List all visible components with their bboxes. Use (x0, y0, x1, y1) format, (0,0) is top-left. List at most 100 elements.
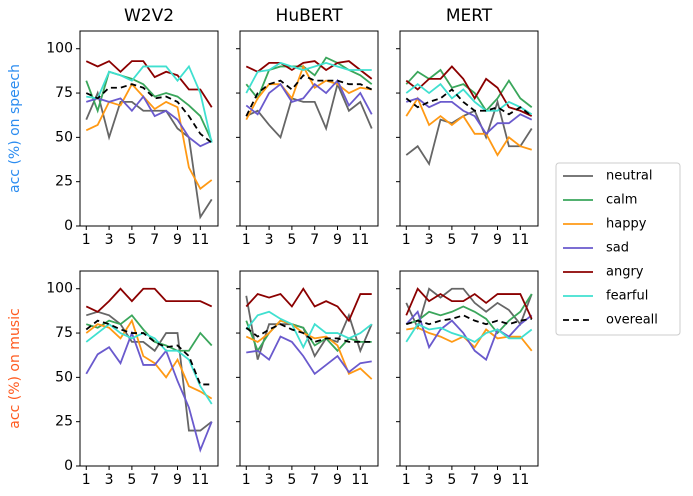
subplot: acc (%) on music 0 25 50 75 100 1 3 5 7 9 11 (7, 270, 219, 488)
line-series (405, 98, 533, 167)
x-tick-label: 7 (310, 472, 319, 488)
x-tick-label: 5 (447, 232, 456, 248)
y-tick-label: 50 (55, 369, 73, 385)
line-series (406, 293, 533, 335)
line-series (245, 287, 372, 323)
x-tick-label: 1 (402, 472, 411, 488)
x-tick-label: 5 (447, 472, 456, 488)
line-series (245, 60, 373, 80)
line-series (85, 287, 213, 313)
subplot: 1 3 5 7 9 11 (236, 270, 379, 488)
y-tick-label: 25 (55, 414, 73, 430)
line-series (85, 318, 213, 400)
y-tick-label: 0 (64, 458, 73, 474)
x-tick-label: 9 (333, 232, 342, 248)
legend-label: happy (606, 217, 647, 232)
x-tick-label: 3 (265, 472, 274, 488)
x-tick-label: 11 (191, 472, 209, 488)
subplot-title: W2V2 (124, 6, 174, 26)
x-tick-label: 9 (493, 232, 502, 248)
legend-label: angry (606, 265, 644, 280)
plot-frame (399, 30, 539, 227)
legend-label: fearful (606, 289, 648, 304)
x-tick-label: 1 (82, 472, 91, 488)
line-series (245, 74, 373, 117)
x-tick-label: 11 (511, 472, 529, 488)
x-tick-label: 9 (173, 472, 182, 488)
plot-frame (79, 270, 219, 467)
plot-frame (79, 30, 219, 227)
line-series (86, 64, 213, 143)
line-series (406, 314, 532, 326)
x-tick-label: 3 (105, 232, 114, 248)
legend-label: overeall (606, 313, 658, 328)
line-series (85, 330, 213, 453)
y-tick-label: 75 (55, 325, 73, 341)
plot-frame (239, 30, 379, 227)
subplot-title: MERT (446, 6, 493, 26)
x-tick-label: 3 (425, 232, 434, 248)
x-tick-label: 9 (173, 232, 182, 248)
line-series (405, 88, 533, 117)
x-tick-label: 11 (351, 472, 369, 488)
x-tick-label: 7 (470, 232, 479, 248)
line-series (405, 65, 533, 117)
x-tick-label: 5 (127, 232, 136, 248)
x-tick-label: 5 (287, 232, 296, 248)
subplot: HuBERT 1 3 5 7 9 11 (236, 6, 379, 248)
line-series (405, 82, 533, 116)
line-series (85, 60, 213, 108)
subplot: 1 3 5 7 9 11 (396, 270, 539, 488)
line-series (405, 287, 533, 320)
legend-label: sad (606, 241, 629, 256)
plot-frame (239, 270, 379, 467)
x-tick-label: 5 (287, 472, 296, 488)
x-tick-label: 3 (265, 232, 274, 248)
line-series (245, 310, 373, 350)
y-axis-label: acc (%) on music (7, 308, 23, 428)
subplot: W2V2 acc (%) on speech 0 25 50 75 100 1 3 5 7 9 11 (7, 6, 219, 248)
x-tick-label: 3 (425, 472, 434, 488)
legend-label: neutral (606, 169, 653, 184)
legend-box (555, 162, 681, 336)
y-tick-label: 100 (46, 41, 73, 57)
line-series (405, 96, 532, 157)
x-tick-label: 11 (191, 232, 209, 248)
line-series (85, 83, 213, 144)
legend: neutral calm happy sad angry fearful overeall (555, 162, 681, 336)
x-tick-label: 5 (127, 472, 136, 488)
line-series (405, 310, 533, 362)
line-series (245, 81, 373, 140)
x-tick-label: 11 (351, 232, 369, 248)
x-tick-label: 7 (470, 472, 479, 488)
y-tick-label: 100 (46, 281, 73, 297)
x-tick-label: 7 (150, 232, 159, 248)
line-series (405, 323, 533, 343)
x-tick-label: 7 (310, 232, 319, 248)
y-axis-label: acc (%) on speech (7, 64, 23, 193)
line-series (85, 323, 213, 405)
line-series (85, 90, 213, 220)
line-series (85, 319, 212, 386)
x-tick-label: 11 (511, 232, 529, 248)
line-series (86, 95, 213, 148)
line-series (245, 64, 372, 121)
x-tick-label: 1 (402, 232, 411, 248)
x-tick-label: 9 (493, 472, 502, 488)
line-series (405, 287, 533, 331)
y-tick-label: 75 (55, 85, 73, 101)
subplot-title: HuBERT (276, 6, 344, 26)
x-tick-label: 1 (242, 472, 251, 488)
x-tick-label: 9 (333, 472, 342, 488)
line-series (245, 61, 372, 94)
line-series (245, 295, 373, 360)
y-tick-label: 25 (55, 174, 73, 190)
legend-label: calm (606, 193, 637, 208)
line-series (245, 79, 373, 116)
subplot: MERT 1 3 5 7 9 11 (396, 6, 539, 248)
y-tick-label: 50 (55, 129, 73, 145)
x-tick-label: 3 (105, 472, 114, 488)
line-series (86, 310, 213, 432)
x-tick-label: 7 (150, 472, 159, 488)
